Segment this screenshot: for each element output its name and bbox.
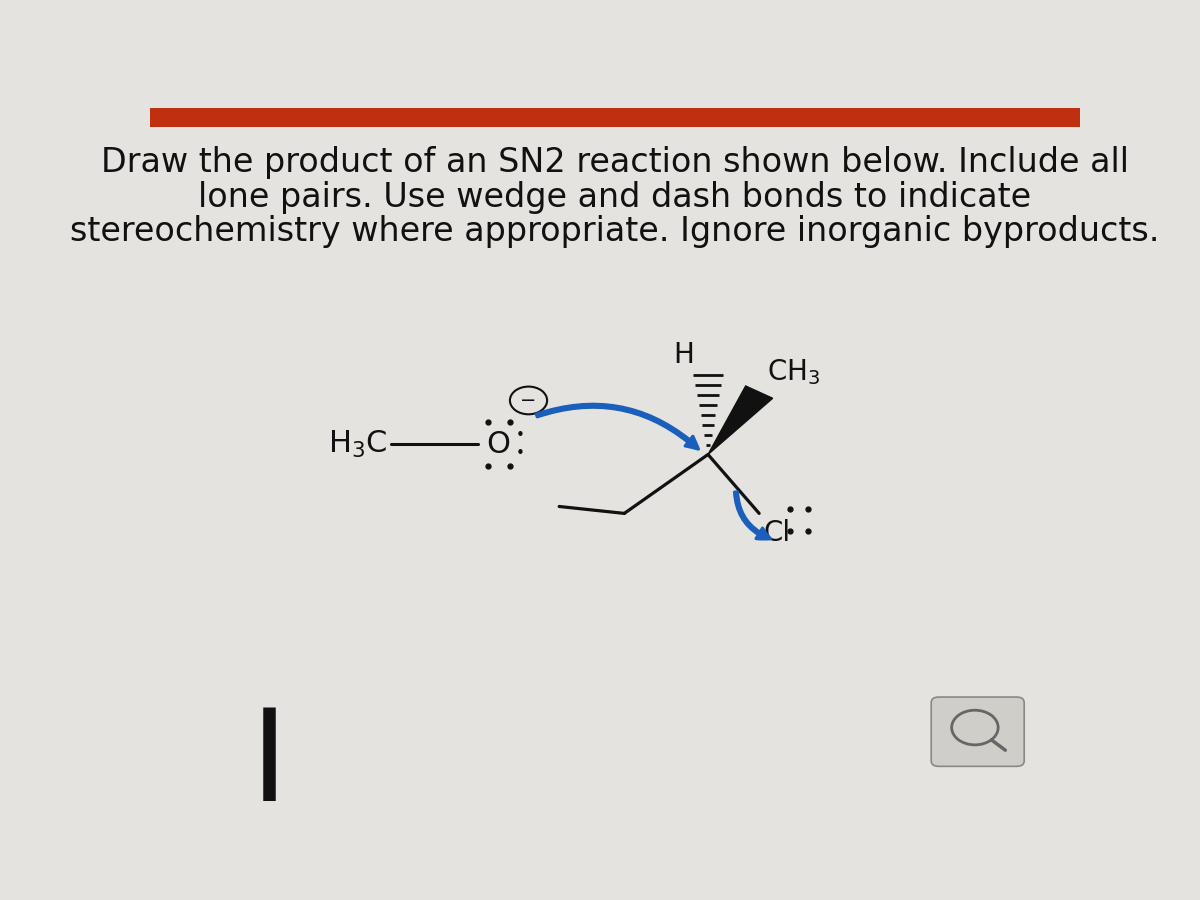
- FancyBboxPatch shape: [931, 697, 1024, 767]
- Text: CH$_3$: CH$_3$: [767, 356, 820, 387]
- Text: O: O: [487, 429, 511, 459]
- Text: H$_3$C: H$_3$C: [328, 428, 388, 460]
- Text: stereochemistry where appropriate. Ignore inorganic byproducts.: stereochemistry where appropriate. Ignor…: [71, 215, 1159, 248]
- Text: −: −: [521, 391, 536, 410]
- FancyArrowPatch shape: [734, 491, 770, 539]
- Text: •: •: [516, 446, 524, 461]
- FancyBboxPatch shape: [150, 108, 1080, 128]
- Text: Cl: Cl: [764, 519, 791, 547]
- Text: lone pairs. Use wedge and dash bonds to indicate: lone pairs. Use wedge and dash bonds to …: [198, 181, 1032, 214]
- Polygon shape: [708, 386, 773, 454]
- FancyArrowPatch shape: [536, 404, 698, 449]
- Text: H: H: [673, 341, 694, 369]
- Text: Draw the product of an SN2 reaction shown below. Include all: Draw the product of an SN2 reaction show…: [101, 146, 1129, 179]
- Text: •: •: [516, 428, 524, 443]
